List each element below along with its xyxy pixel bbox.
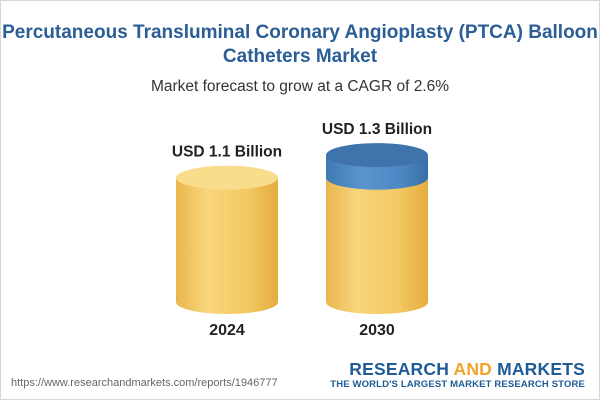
data-label-2024: USD 1.1 Billion bbox=[172, 144, 282, 161]
cylinder-body-2024 bbox=[176, 177, 278, 314]
source-url[interactable]: https://www.researchandmarkets.com/repor… bbox=[11, 377, 278, 389]
cylinder-top-2024 bbox=[176, 165, 278, 190]
brand-word-markets: MARKETS bbox=[497, 359, 585, 379]
cylinder-body-2030 bbox=[326, 177, 428, 314]
data-label-2030: USD 1.3 Billion bbox=[322, 121, 432, 138]
category-label-2030: 2030 bbox=[359, 322, 395, 339]
brand-tagline: THE WORLD'S LARGEST MARKET RESEARCH STOR… bbox=[330, 379, 585, 390]
chart-subtitle: Market forecast to grow at a CAGR of 2.6… bbox=[150, 78, 450, 95]
brand-word-research: RESEARCH bbox=[349, 359, 450, 379]
brand-word-and: AND bbox=[453, 359, 492, 379]
chart-title: Percutaneous Transluminal Coronary Angio… bbox=[2, 22, 598, 67]
cylinder-top-2030 bbox=[326, 143, 428, 168]
brand-logo: RESEARCH AND MARKETS THE WORLD'S LARGEST… bbox=[330, 359, 585, 391]
category-label-2024: 2024 bbox=[209, 322, 245, 339]
